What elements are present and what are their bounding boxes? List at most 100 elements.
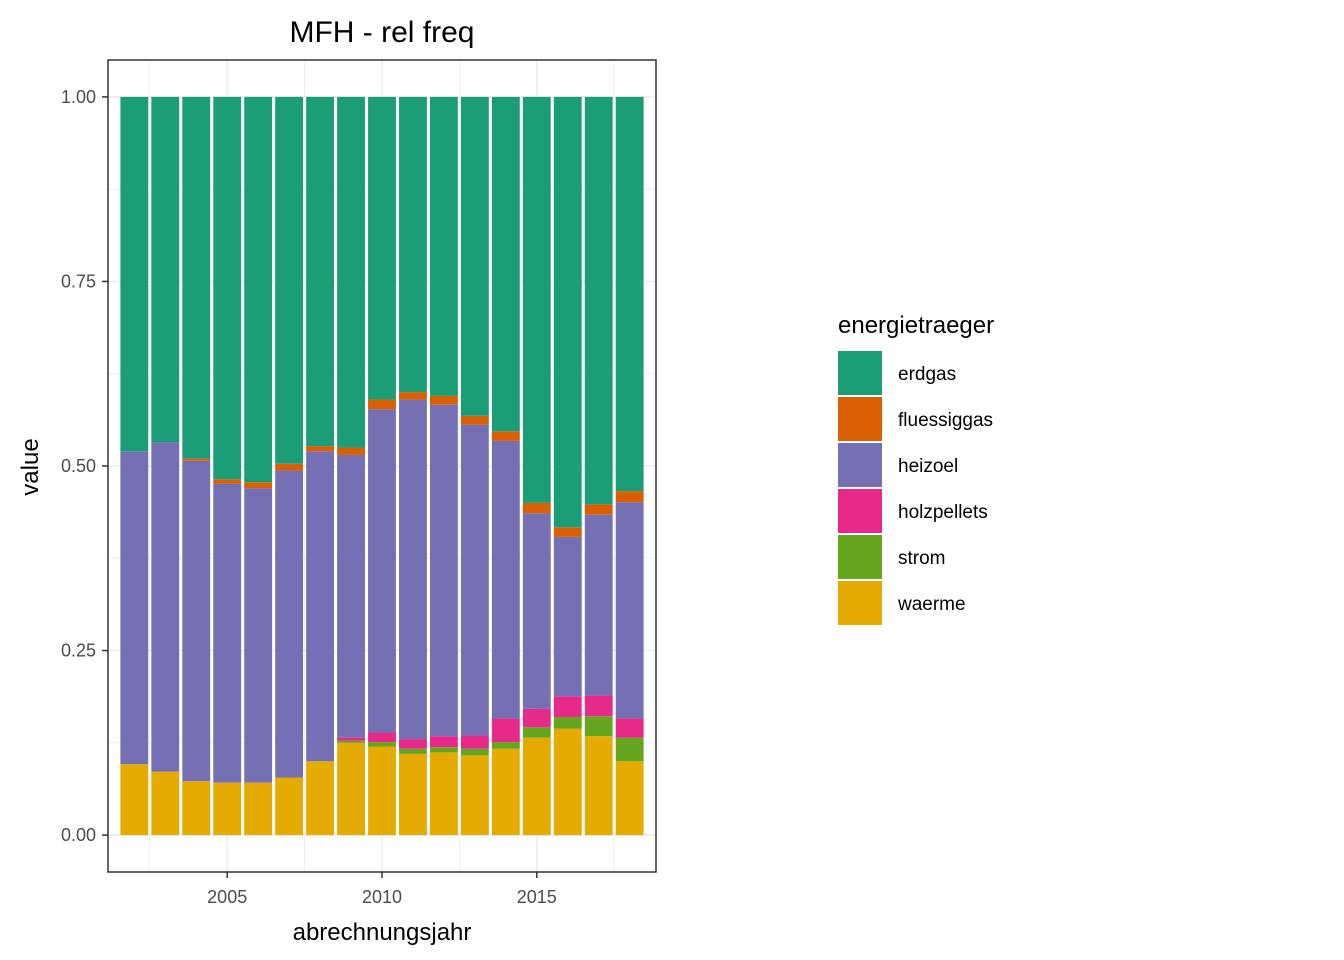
- legend-key-waerme: [838, 581, 882, 625]
- bar-segment-erdgas: [429, 96, 458, 396]
- bar-segment-fluessiggas: [213, 479, 242, 484]
- bar-segment-waerme: [337, 742, 365, 836]
- bar-segment-holzpellets: [337, 737, 365, 741]
- bar-segment-strom: [429, 747, 458, 753]
- legend-key-erdgas: [838, 351, 882, 395]
- legend-title: energietraeger: [838, 312, 994, 339]
- bar-segment-strom: [337, 740, 365, 743]
- bar-segment-erdgas: [182, 96, 211, 459]
- bar-segment-heizoel: [151, 442, 180, 772]
- bar-segment-waerme: [182, 781, 211, 836]
- bar-segment-waerme: [615, 761, 644, 836]
- bar-segment-heizoel: [399, 399, 427, 740]
- bar-segment-heizoel: [429, 404, 458, 737]
- bar-segment-holzpellets: [429, 736, 458, 748]
- bars: [120, 96, 644, 836]
- bar-segment-erdgas: [522, 96, 551, 503]
- bar-segment-fluessiggas: [584, 504, 613, 515]
- bar-segment-erdgas: [615, 96, 644, 492]
- bar-segment-waerme: [522, 737, 551, 836]
- legend-key-strom: [838, 535, 882, 579]
- bar-segment-strom: [399, 748, 427, 754]
- x-axis-title: abrechnungsjahr: [293, 919, 472, 946]
- bar-segment-waerme: [491, 748, 520, 836]
- chart-title: MFH - rel freq: [289, 16, 474, 49]
- bar-segment-fluessiggas: [368, 399, 396, 410]
- bar-segment-erdgas: [213, 96, 242, 480]
- bar-segment-erdgas: [120, 96, 149, 452]
- bar-segment-waerme: [584, 736, 613, 836]
- bar-segment-strom: [522, 727, 551, 738]
- bar-segment-fluessiggas: [306, 446, 335, 452]
- axis-ticks: 0.00 0.25 0.50 0.75 1.00 2005 2010 2015: [61, 87, 557, 907]
- bar-segment-waerme: [429, 752, 458, 836]
- bar-segment-erdgas: [151, 96, 180, 443]
- bar-segment-strom: [584, 716, 613, 737]
- bar-segment-waerme: [306, 761, 335, 836]
- bar-segment-heizoel: [213, 483, 242, 783]
- legend-key-heizoel: [838, 443, 882, 487]
- bar-segment-strom: [615, 737, 644, 762]
- bar-segment-fluessiggas: [491, 431, 520, 441]
- bar-segment-heizoel: [182, 460, 211, 782]
- bar-segment-heizoel: [522, 513, 551, 709]
- bar-segment-erdgas: [244, 96, 273, 483]
- bar-segment-holzpellets: [368, 732, 396, 743]
- bar-segment-waerme: [120, 764, 149, 836]
- x-tick-label: 2010: [362, 887, 402, 907]
- y-tick-label: 0.75: [61, 271, 96, 291]
- bar-segment-fluessiggas: [182, 458, 211, 461]
- bar-segment-strom: [460, 748, 489, 756]
- bar-segment-fluessiggas: [244, 482, 273, 489]
- bar-segment-heizoel: [306, 451, 335, 762]
- bar-segment-waerme: [244, 782, 273, 836]
- bar-segment-erdgas: [460, 96, 489, 416]
- bar-segment-erdgas: [584, 96, 613, 505]
- bar-segment-erdgas: [368, 96, 396, 400]
- legend-key-holzpellets: [838, 489, 882, 533]
- y-tick-label: 0.00: [61, 825, 96, 845]
- bar-segment-waerme: [275, 777, 304, 836]
- bar-segment-holzpellets: [553, 696, 582, 717]
- legend-key-fluessiggas: [838, 397, 882, 441]
- bar-segment-holzpellets: [522, 708, 551, 728]
- bar-segment-fluessiggas: [553, 527, 582, 537]
- bar-segment-strom: [368, 742, 396, 747]
- bar-segment-heizoel: [244, 488, 273, 783]
- bar-segment-waerme: [460, 755, 489, 836]
- bar-segment-waerme: [553, 728, 582, 836]
- bar-segment-heizoel: [460, 424, 489, 736]
- bar-segment-strom: [553, 716, 582, 729]
- legend-label-heizoel: heizoel: [898, 456, 958, 477]
- bar-segment-fluessiggas: [429, 395, 458, 405]
- bar-segment-erdgas: [337, 96, 365, 448]
- bar-segment-fluessiggas: [615, 491, 644, 503]
- x-tick-label: 2005: [207, 887, 247, 907]
- legend: energietraeger erdgas fluessiggas heizoel h…: [838, 312, 994, 625]
- bar-segment-waerme: [399, 753, 427, 836]
- bar-segment-holzpellets: [399, 739, 427, 749]
- legend-label-waerme: waerme: [897, 594, 966, 615]
- y-tick-label: 1.00: [61, 87, 96, 107]
- bar-segment-heizoel: [120, 451, 149, 765]
- bar-segment-heizoel: [584, 514, 613, 696]
- bar-segment-erdgas: [306, 96, 335, 447]
- bar-segment-erdgas: [491, 96, 520, 432]
- bar-segment-fluessiggas: [522, 502, 551, 514]
- bar-segment-holzpellets: [460, 735, 489, 749]
- bar-segment-heizoel: [275, 470, 304, 778]
- bar-segment-strom: [491, 742, 520, 749]
- bar-segment-fluessiggas: [275, 463, 304, 471]
- y-tick-label: 0.25: [61, 641, 96, 661]
- bar-segment-erdgas: [399, 96, 427, 393]
- y-tick-label: 0.50: [61, 456, 96, 476]
- bar-segment-holzpellets: [491, 718, 520, 743]
- bar-segment-holzpellets: [584, 695, 613, 717]
- legend-label-fluessiggas: fluessiggas: [898, 410, 993, 431]
- bar-segment-waerme: [151, 771, 180, 836]
- bar-segment-heizoel: [615, 502, 644, 719]
- bar-segment-erdgas: [275, 96, 304, 464]
- bar-segment-heizoel: [337, 454, 365, 738]
- bar-segment-heizoel: [553, 536, 582, 697]
